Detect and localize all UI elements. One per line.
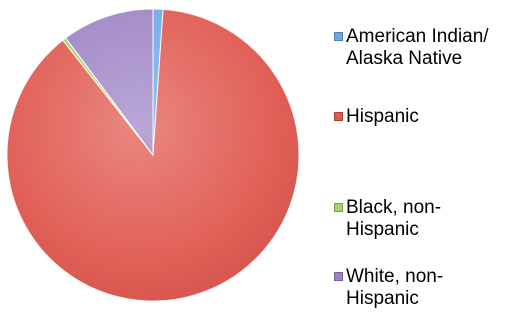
legend-label-hispanic: Hispanic: [346, 106, 419, 127]
legend-label-white-non-hispanic: White, non- Hispanic: [346, 266, 444, 309]
legend-swatch-black-non-hispanic: [334, 203, 343, 212]
legend-swatch-hispanic: [334, 112, 343, 121]
legend-label-black-non-hispanic: Black, non- Hispanic: [346, 197, 442, 240]
legend-label-american-indian: American Indian/ Alaska Native: [346, 26, 489, 69]
legend: American Indian/ Alaska Native Hispanic …: [333, 0, 527, 324]
legend-swatch-american-indian: [334, 32, 343, 41]
legend-swatch-white-non-hispanic: [334, 272, 343, 281]
pie-chart: [6, 8, 300, 302]
pie-slices: [6, 8, 300, 302]
